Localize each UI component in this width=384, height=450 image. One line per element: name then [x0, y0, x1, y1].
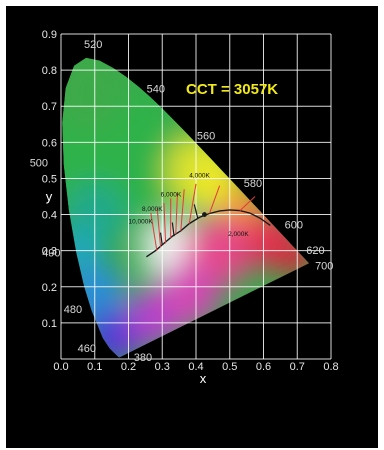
y-tick-label: 0.2 — [42, 282, 57, 294]
isotemperature-line — [175, 193, 178, 235]
planckian-locus — [146, 183, 271, 258]
y-axis-label: y — [46, 189, 53, 204]
x-tick-label: 0.2 — [121, 361, 136, 373]
isotemperature-line — [156, 208, 162, 248]
wavelength-label: 520 — [84, 39, 102, 51]
measured-cct-point — [202, 212, 207, 217]
y-tick-label: 0.9 — [42, 29, 57, 41]
wavelength-label: 490 — [42, 247, 60, 259]
x-tick-label: 0.7 — [290, 361, 305, 373]
gamut-blend-region — [62, 57, 129, 132]
cie-chromaticity-chart: 0.0 0.1 0.2 0.3 0.4 0.5 0.6 0.7 0.8 0.1 0.2 0.3 0.4 0… — [30, 29, 339, 386]
x-axis-label: x — [200, 371, 207, 386]
y-tick-label: 0.4 — [42, 210, 57, 222]
x-tick-label: 0.6 — [256, 361, 271, 373]
wavelength-label: 700 — [315, 260, 333, 272]
x-tick-label: 0.0 — [53, 361, 68, 373]
x-tick-label: 0.8 — [323, 361, 338, 373]
wavelength-label: 600 — [285, 219, 303, 231]
x-tick-label: 0.5 — [222, 361, 237, 373]
wavelength-label: 580 — [244, 178, 262, 190]
y-tick-label: 0.7 — [42, 101, 57, 113]
wavelength-label: 380 — [134, 352, 152, 364]
cct-annotation: CCT = 3057K — [186, 81, 278, 98]
x-tick-label: 0.3 — [155, 361, 170, 373]
wavelength-label: 540 — [147, 84, 165, 96]
x-tick-label: 0.4 — [188, 361, 203, 373]
isotemperature-line — [163, 202, 167, 244]
grid-lines — [60, 33, 332, 360]
gamut-color-fill — [62, 57, 309, 358]
y-tick-label: 0.1 — [42, 318, 57, 330]
isotemperature-line — [180, 189, 185, 231]
y-tick-label: 0.3 — [42, 246, 57, 258]
temperature-label: 10,000K — [129, 219, 154, 226]
x-tick-label: 0.1 — [87, 361, 102, 373]
wavelength-label: 500 — [30, 158, 48, 170]
chart-panel: 0.0 0.1 0.2 0.3 0.4 0.5 0.6 0.7 0.8 0.1 0.2 0.3 0.4 0… — [6, 6, 378, 448]
y-tick-label: 0.6 — [42, 137, 57, 149]
wavelength-labels: 380 460 480 490 500 520 540 560 580 600 620 700 — [30, 39, 334, 364]
gamut-blend-region — [158, 261, 220, 327]
wavelength-label: 460 — [78, 343, 96, 355]
reference-line — [193, 204, 199, 219]
temperature-label: 6,000K — [161, 192, 182, 199]
y-tick-label: 0.8 — [42, 65, 57, 77]
temperature-label: 8,000K — [142, 206, 163, 213]
isotemperature-line — [150, 212, 158, 251]
reference-line — [171, 222, 175, 237]
wavelength-label: 560 — [197, 131, 215, 143]
temperature-label: 2,000K — [228, 231, 249, 238]
isotemperature-line — [188, 183, 197, 224]
axis-ticks: 0.0 0.1 0.2 0.3 0.4 0.5 0.6 0.7 0.8 0.1 0.2 0.3 0.4 0… — [42, 29, 339, 373]
y-tick-label: 0.5 — [42, 173, 57, 185]
isotemperature-line — [209, 185, 221, 214]
isotemperature-line — [239, 196, 256, 211]
wavelength-label: 620 — [306, 245, 324, 257]
wavelength-label: 480 — [64, 304, 82, 316]
temperature-label: 4,000K — [189, 172, 210, 179]
temperature-labels: 10,000K 8,000K 6,000K 4,000K 2,000K — [129, 172, 250, 238]
reference-line — [159, 232, 163, 246]
